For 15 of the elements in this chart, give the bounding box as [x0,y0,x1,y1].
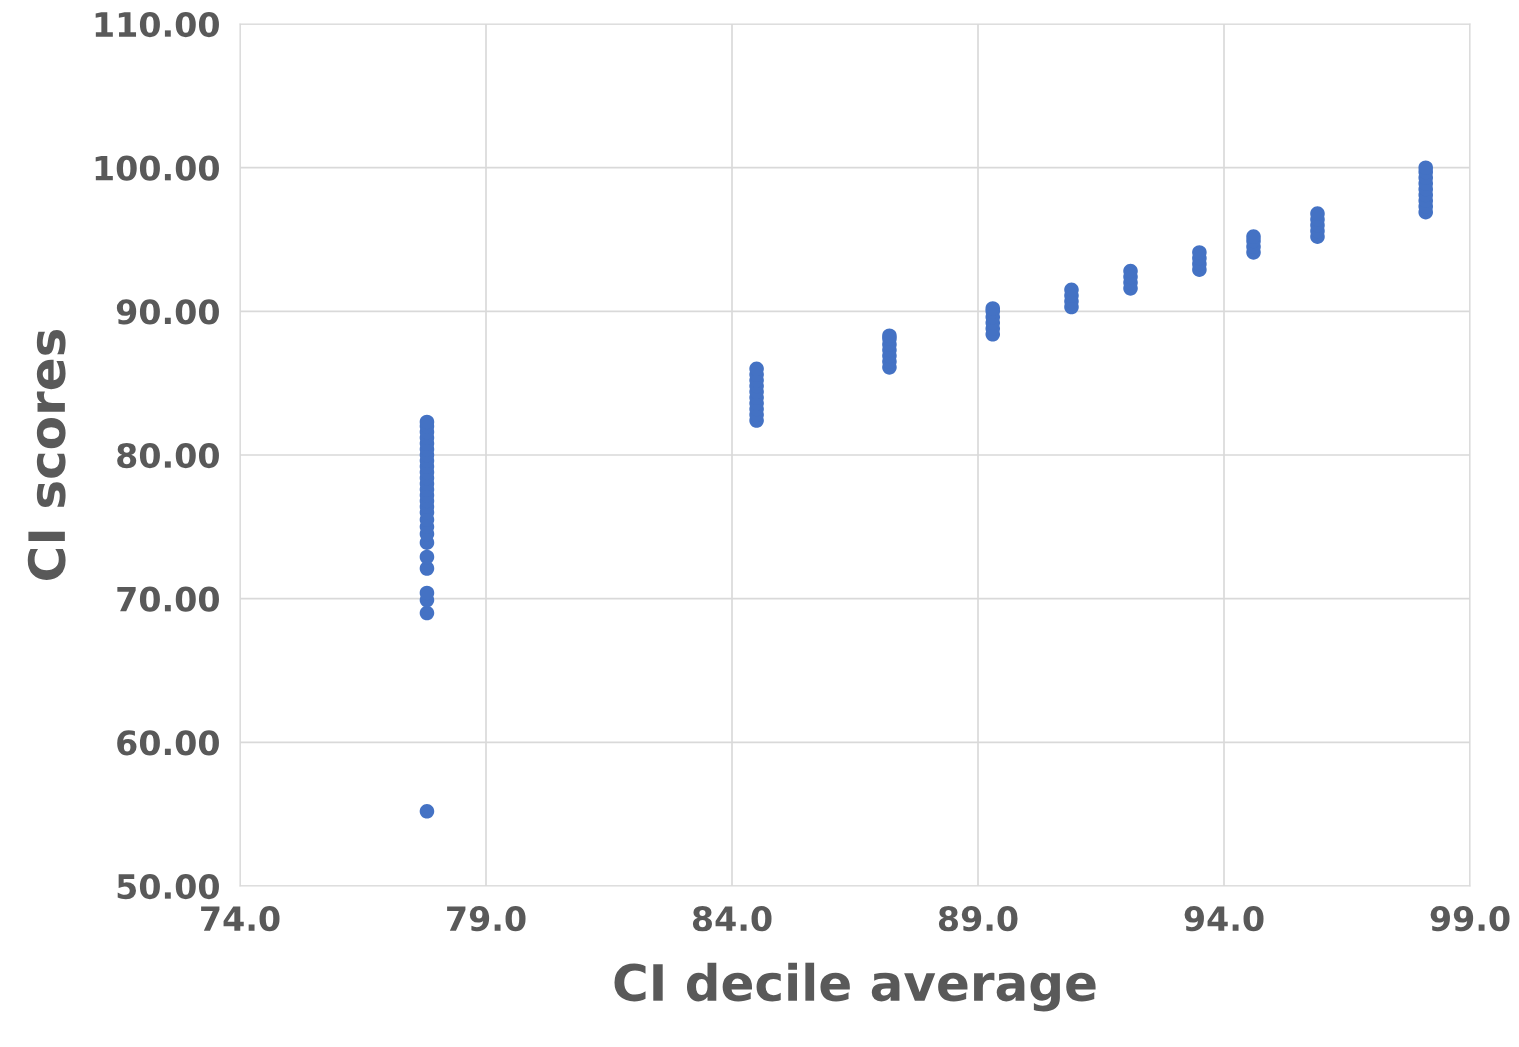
y-tick-label: 50.00 [117,873,219,900]
x-tick-label: 94.0 [1184,906,1264,932]
x-tick-label: 99.0 [1430,906,1510,932]
y-tick-label: 80.00 [117,442,219,469]
x-tick-label: 74.0 [201,906,280,932]
y-tick-label: 90.00 [116,299,219,325]
y-tick-label: 110.00 [95,11,219,38]
y-axis-title: CI scores [27,329,66,580]
x-tick-label: 84.0 [692,906,772,932]
y-tick-label: 70.00 [117,586,219,612]
y-tick-label: 100.00 [95,155,219,181]
y-tick-label: 60.00 [117,730,219,756]
x-axis-title: CI decile average [614,962,1096,1012]
x-tick-label: 89.0 [938,906,1018,932]
x-tick-label: 79.0 [447,906,526,932]
